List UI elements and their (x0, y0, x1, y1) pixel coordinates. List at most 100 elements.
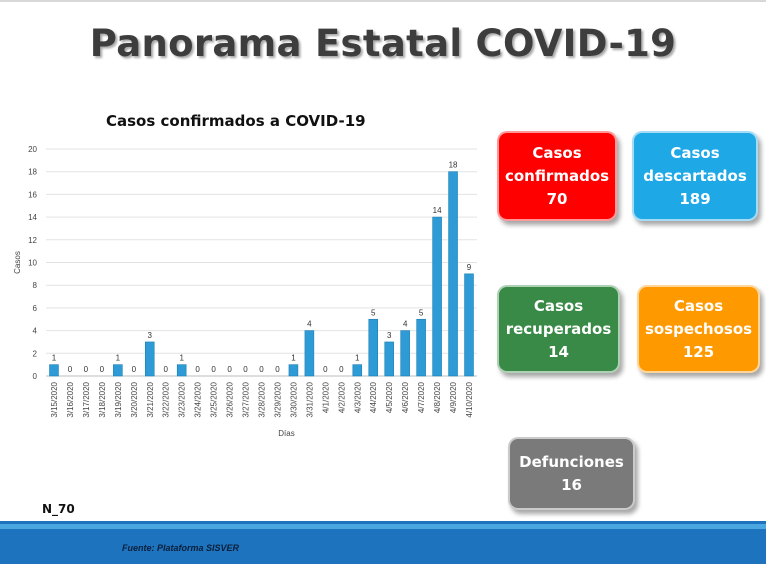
bar (304, 330, 315, 377)
data-label: 0 (100, 365, 105, 374)
bar (400, 330, 410, 377)
source-note: Fuente: Plataforma SISVER (122, 543, 240, 553)
footer-stripe (0, 524, 766, 529)
data-label: 4 (403, 320, 408, 329)
x-tick-label: 4/10/2020 (465, 381, 474, 417)
x-tick-label: 3/28/2020 (258, 381, 267, 417)
card-deaths-value: 16 (561, 475, 582, 494)
y-tick-label: 20 (28, 145, 37, 154)
y-tick-label: 16 (28, 190, 37, 199)
card-deaths: Defunciones 16 (508, 437, 635, 510)
y-tick-label: 6 (33, 304, 38, 313)
x-tick-label: 3/27/2020 (242, 381, 251, 417)
card-discarded-value: 189 (679, 189, 711, 208)
data-label: 5 (371, 308, 376, 317)
page-title: Panorama Estatal COVID-19 (89, 22, 677, 65)
x-tick-label: 3/21/2020 (146, 381, 155, 417)
data-label: 1 (355, 354, 360, 363)
data-label: 1 (116, 354, 121, 363)
x-tick-label: 3/30/2020 (289, 381, 298, 417)
x-axis-label: Días (278, 429, 294, 438)
card-confirmed: Casos confirmados 70 (497, 131, 617, 221)
card-suspected-line-2: sospechosos (644, 319, 753, 338)
bar (113, 364, 123, 377)
x-tick-label: 4/4/2020 (369, 381, 378, 413)
data-label: 4 (307, 320, 312, 329)
bar (464, 273, 474, 377)
data-label: 5 (419, 308, 424, 317)
x-tick-label: 3/20/2020 (130, 381, 139, 417)
card-confirmed-line-2: confirmados (504, 166, 610, 185)
x-tick-label: 4/9/2020 (449, 381, 458, 413)
bar (368, 318, 379, 377)
card-discarded: Casos descartados 189 (632, 131, 758, 221)
data-label: 1 (179, 354, 184, 363)
x-tick-label: 3/23/2020 (178, 381, 187, 417)
x-tick-label: 4/5/2020 (385, 381, 394, 413)
data-label: 1 (52, 354, 57, 363)
bar-chart: 02468101214161820Casos13/15/202003/16/20… (13, 145, 477, 438)
bar (288, 364, 299, 377)
chart-title: Casos confirmados a COVID-19 (106, 112, 366, 130)
y-tick-label: 0 (33, 372, 38, 381)
data-label: 3 (387, 331, 392, 340)
x-tick-label: 3/15/2020 (50, 381, 59, 417)
x-tick-label: 3/31/2020 (305, 381, 314, 417)
x-tick-label: 4/7/2020 (417, 381, 426, 413)
bar (432, 216, 442, 377)
y-tick-label: 4 (33, 327, 38, 336)
data-label: 0 (68, 365, 73, 374)
data-label: 0 (259, 365, 264, 374)
card-recovered-line-2: recuperados (505, 319, 612, 338)
data-label: 0 (275, 365, 280, 374)
data-label: 9 (467, 263, 472, 272)
data-label: 0 (195, 365, 200, 374)
y-axis-label: Casos (13, 251, 22, 274)
y-tick-label: 12 (28, 236, 37, 245)
card-deaths-line-1: Defunciones (519, 452, 624, 471)
card-recovered: Casos recuperados 14 (497, 285, 620, 373)
x-tick-label: 4/2/2020 (337, 381, 346, 413)
x-tick-label: 3/25/2020 (210, 381, 219, 417)
x-tick-label: 4/1/2020 (321, 381, 330, 413)
x-tick-label: 3/29/2020 (273, 381, 282, 417)
data-label: 3 (148, 331, 153, 340)
card-suspected-value: 125 (682, 342, 715, 361)
card-recovered-value: 14 (548, 342, 569, 361)
bar (49, 364, 59, 377)
sample-size-label: N_70 (42, 502, 75, 516)
y-tick-label: 18 (28, 168, 37, 177)
data-label: 0 (84, 365, 89, 374)
y-tick-label: 2 (33, 349, 38, 358)
data-label: 14 (433, 206, 442, 215)
data-label: 0 (211, 365, 216, 374)
data-label: 0 (163, 365, 168, 374)
bar (352, 364, 363, 377)
x-tick-label: 4/3/2020 (353, 381, 362, 413)
card-discarded-line-2: descartados (643, 166, 747, 185)
x-tick-label: 3/22/2020 (162, 381, 171, 417)
card-suspected: Casos sospechosos 125 (637, 285, 760, 373)
top-divider (0, 0, 766, 2)
bar (416, 318, 426, 377)
card-recovered-line-1: Casos (533, 296, 584, 315)
y-tick-label: 8 (33, 281, 38, 290)
bar (448, 171, 458, 377)
y-tick-label: 10 (28, 259, 37, 268)
data-label: 0 (227, 365, 232, 374)
card-confirmed-line-1: Casos (532, 143, 582, 162)
bar (144, 341, 155, 377)
x-tick-label: 3/17/2020 (82, 381, 91, 417)
data-label: 0 (243, 365, 248, 374)
x-tick-label: 3/18/2020 (98, 381, 107, 417)
data-label: 0 (132, 365, 137, 374)
bar (176, 364, 187, 377)
card-discarded-line-1: Casos (670, 143, 720, 162)
x-tick-label: 3/24/2020 (194, 381, 203, 417)
x-tick-label: 3/16/2020 (66, 381, 75, 417)
data-label: 1 (291, 354, 296, 363)
x-tick-label: 4/6/2020 (401, 381, 410, 413)
data-label: 0 (323, 365, 328, 374)
x-tick-label: 3/26/2020 (226, 381, 235, 417)
y-tick-label: 14 (28, 213, 37, 222)
